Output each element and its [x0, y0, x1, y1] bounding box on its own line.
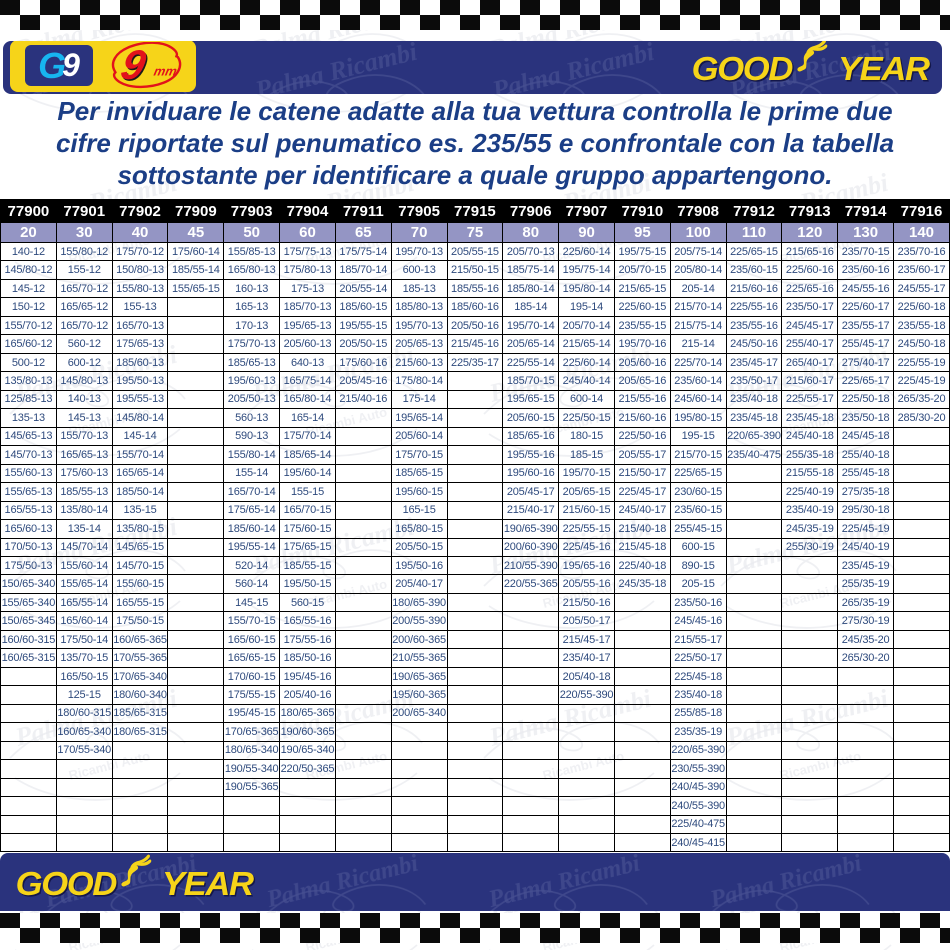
svg-text:mm: mm — [153, 64, 179, 79]
